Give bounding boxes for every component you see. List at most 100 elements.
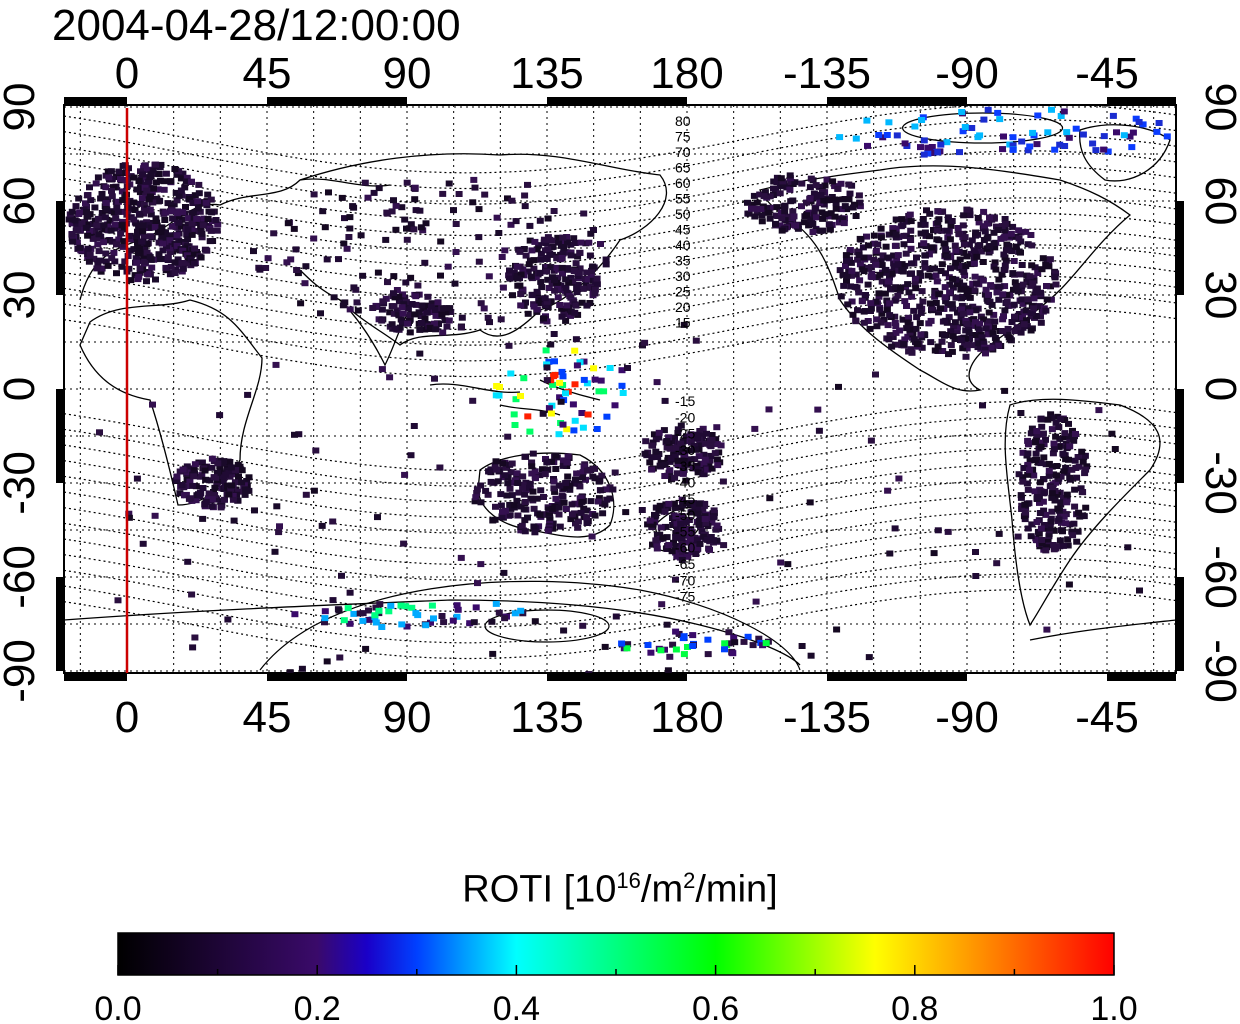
roti-pixel [293, 267, 301, 273]
roti-pixel [847, 283, 855, 290]
roti-pixel [884, 487, 892, 494]
roti-pixel [194, 228, 201, 234]
roti-pixel [1055, 516, 1063, 523]
roti-pixel [578, 410, 586, 416]
roti-pixel [162, 209, 170, 216]
roti-pixel [148, 264, 156, 271]
roti-pixel [886, 312, 894, 319]
roti-pixel [583, 507, 591, 514]
roti-pixel [932, 272, 940, 279]
roti-pixel [155, 251, 163, 258]
contour-line [64, 118, 1176, 190]
roti-pixel [781, 202, 789, 209]
roti-pixel [958, 302, 966, 309]
roti-pixel [1100, 146, 1108, 153]
roti-pixel [554, 294, 562, 301]
roti-pixel [407, 452, 415, 459]
contour-line [64, 541, 1176, 613]
roti-pixel [1020, 321, 1028, 328]
roti-pixel [162, 264, 170, 271]
roti-pixel [952, 259, 960, 266]
roti-pixel [175, 168, 183, 175]
roti-pixel [86, 251, 94, 258]
contour-label: -25 [675, 426, 695, 442]
roti-pixel [453, 613, 461, 620]
roti-pixel [674, 457, 682, 464]
roti-pixel [585, 671, 593, 673]
roti-pixel [73, 223, 81, 230]
roti-pixel [1038, 266, 1046, 273]
roti-pixel [507, 221, 515, 228]
roti-pixel [906, 211, 914, 218]
roti-pixel [580, 358, 588, 365]
roti-pixel [679, 502, 687, 508]
roti-pixel [993, 289, 1001, 296]
roti-pixel [935, 309, 942, 316]
roti-pixel [76, 244, 84, 251]
roti-pixel [839, 196, 847, 203]
roti-pixel [832, 205, 840, 212]
roti-pixel [1063, 491, 1071, 498]
coastline-path [1079, 124, 1171, 182]
roti-pixel [805, 222, 813, 229]
roti-pixel [1018, 262, 1026, 268]
roti-pixel [905, 289, 913, 296]
roti-pixel [594, 498, 602, 505]
left-axis-label: -60 [0, 545, 44, 609]
roti-pixel [1033, 428, 1041, 434]
roti-pixel [217, 504, 225, 511]
roti-pixel [618, 640, 626, 647]
roti-pixel [865, 264, 873, 271]
roti-pixel [146, 206, 154, 213]
roti-pixel [325, 189, 332, 196]
roti-pixel [498, 513, 506, 520]
roti-pixel [373, 688, 380, 694]
roti-pixel [1001, 387, 1009, 394]
roti-pixel [835, 383, 842, 390]
roti-pixel [949, 275, 957, 282]
roti-pixel [955, 230, 963, 237]
roti-pixel [1011, 313, 1018, 320]
roti-pixel [321, 224, 329, 231]
roti-pixel [580, 463, 588, 470]
roti-pixel [357, 232, 365, 239]
roti-pixel [976, 320, 984, 327]
roti-pixel [683, 500, 691, 507]
roti-pixel [1001, 283, 1009, 290]
roti-pixel [877, 234, 885, 241]
roti-pixel [1013, 324, 1021, 331]
roti-pixel [559, 250, 567, 257]
roti-pixel [990, 214, 998, 221]
colorbar-tick-label: 0.4 [493, 990, 540, 1024]
roti-pixel [777, 175, 785, 182]
roti-pixel [1031, 488, 1039, 495]
roti-pixel [83, 192, 91, 199]
roti-pixel [555, 504, 563, 511]
roti-pixel [551, 503, 559, 510]
roti-pixel [412, 301, 420, 308]
roti-pixel [494, 478, 502, 485]
roti-pixel [484, 491, 492, 498]
roti-pixel [517, 302, 525, 309]
roti-pixel [580, 683, 587, 689]
roti-pixel [551, 287, 559, 294]
roti-pixel [197, 254, 205, 261]
roti-pixel [1027, 232, 1035, 238]
roti-pixel [549, 243, 557, 250]
roti-pixel [401, 295, 409, 302]
roti-pixel [927, 339, 935, 346]
roti-pixel [1009, 270, 1017, 277]
roti-pixel [101, 203, 109, 210]
roti-pixel [831, 213, 839, 220]
roti-pixel [143, 241, 151, 247]
roti-pixel [531, 238, 539, 245]
roti-pixel [528, 292, 536, 299]
roti-pixel [173, 232, 181, 239]
roti-pixel [928, 144, 936, 150]
roti-pixel [346, 225, 354, 232]
contour-label: 15 [675, 315, 691, 331]
roti-pixel [118, 222, 126, 229]
roti-pixel [489, 650, 497, 657]
roti-pixel [1019, 300, 1027, 307]
contour-line [64, 526, 1176, 597]
